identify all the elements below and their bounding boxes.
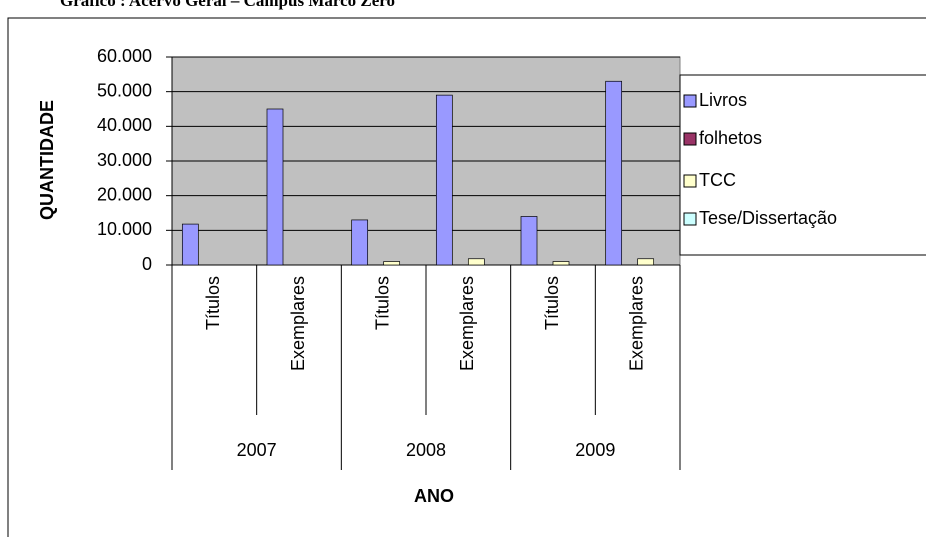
bar bbox=[467, 258, 485, 266]
bar bbox=[266, 108, 284, 266]
legend-label: TCC bbox=[699, 170, 736, 190]
y-tick-label: 50.000 bbox=[97, 80, 152, 100]
x-tick-label: Títulos bbox=[203, 276, 223, 330]
y-tick-label: 10.000 bbox=[97, 219, 152, 239]
bar bbox=[435, 94, 453, 266]
legend-box bbox=[679, 74, 926, 256]
legend-label: folhetos bbox=[699, 128, 762, 148]
x-tick-label: Títulos bbox=[542, 276, 562, 330]
x-group-label: 2008 bbox=[406, 440, 446, 460]
y-tick-label: 40.000 bbox=[97, 115, 152, 135]
bar bbox=[383, 261, 401, 266]
x-group-label: 2007 bbox=[237, 440, 277, 460]
y-tick-label: 0 bbox=[142, 254, 152, 274]
y-tick-label: 20.000 bbox=[97, 184, 152, 204]
y-tick-label: 30.000 bbox=[97, 150, 152, 170]
x-tick-label: Exemplares bbox=[288, 276, 308, 371]
legend-swatch bbox=[683, 132, 697, 146]
bar bbox=[520, 216, 538, 266]
bar bbox=[637, 258, 655, 266]
bar bbox=[605, 80, 623, 266]
legend-label: Livros bbox=[699, 90, 747, 110]
bar bbox=[181, 223, 199, 266]
x-tick-label: Exemplares bbox=[457, 276, 477, 371]
legend-swatch bbox=[683, 94, 697, 108]
chart-title: Gráfico : Acervo Geral – Campus Marco Ze… bbox=[60, 0, 395, 10]
bar bbox=[552, 261, 570, 266]
legend-swatch bbox=[683, 212, 697, 226]
legend-swatch bbox=[683, 174, 697, 188]
y-tick-label: 60.000 bbox=[97, 46, 152, 66]
x-group-label: 2009 bbox=[575, 440, 615, 460]
x-tick-label: Títulos bbox=[372, 276, 392, 330]
x-tick-label: Exemplares bbox=[626, 276, 646, 371]
legend-label: Tese/Dissertação bbox=[699, 208, 837, 228]
x-axis-title: ANO bbox=[414, 486, 454, 506]
bar bbox=[351, 219, 369, 266]
y-axis-title: QUANTIDADE bbox=[37, 100, 57, 220]
